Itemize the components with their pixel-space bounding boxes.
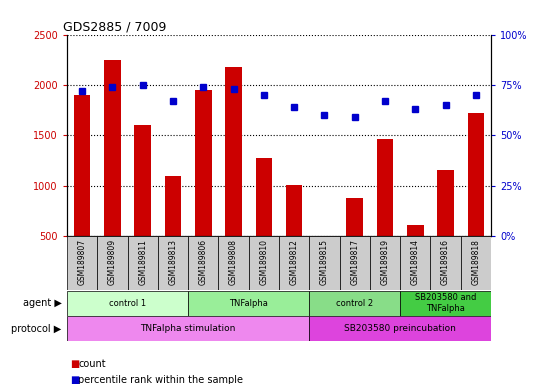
Bar [468, 113, 484, 236]
Text: TNFalpha: TNFalpha [229, 299, 268, 308]
Bar [104, 60, 121, 236]
FancyBboxPatch shape [370, 236, 400, 290]
FancyBboxPatch shape [279, 236, 309, 290]
FancyBboxPatch shape [128, 236, 158, 290]
Text: GSM189807: GSM189807 [78, 239, 86, 285]
Bar [74, 95, 90, 236]
FancyBboxPatch shape [67, 236, 97, 290]
FancyBboxPatch shape [188, 291, 309, 316]
Bar [407, 225, 424, 236]
FancyBboxPatch shape [400, 236, 430, 290]
Bar [437, 170, 454, 236]
Text: GSM189811: GSM189811 [138, 239, 147, 285]
Text: protocol ▶: protocol ▶ [11, 324, 61, 334]
FancyBboxPatch shape [309, 291, 400, 316]
FancyBboxPatch shape [249, 236, 279, 290]
Text: SB203580 and
TNFalpha: SB203580 and TNFalpha [415, 293, 477, 313]
FancyBboxPatch shape [461, 236, 491, 290]
Text: GSM189808: GSM189808 [229, 239, 238, 285]
Text: GSM189817: GSM189817 [350, 239, 359, 285]
Text: GSM189819: GSM189819 [381, 239, 389, 285]
Text: percentile rank within the sample: percentile rank within the sample [78, 375, 243, 384]
FancyBboxPatch shape [188, 236, 218, 290]
Text: TNFalpha stimulation: TNFalpha stimulation [141, 324, 236, 333]
Bar [225, 67, 242, 236]
Text: GSM189814: GSM189814 [411, 239, 420, 285]
Text: control 2: control 2 [336, 299, 373, 308]
Text: GDS2885 / 7009: GDS2885 / 7009 [62, 20, 166, 33]
Text: GSM189815: GSM189815 [320, 239, 329, 285]
Text: GSM189813: GSM189813 [169, 239, 177, 285]
FancyBboxPatch shape [67, 291, 188, 316]
Text: control 1: control 1 [109, 299, 146, 308]
FancyBboxPatch shape [340, 236, 370, 290]
Text: GSM189818: GSM189818 [472, 239, 480, 285]
Text: GSM189816: GSM189816 [441, 239, 450, 285]
FancyBboxPatch shape [67, 316, 309, 341]
Bar [165, 176, 181, 236]
Text: GSM189810: GSM189810 [259, 239, 268, 285]
Bar [256, 157, 272, 236]
Bar [286, 185, 302, 236]
Text: count: count [78, 359, 106, 369]
Text: ■: ■ [70, 375, 79, 384]
FancyBboxPatch shape [97, 236, 128, 290]
FancyBboxPatch shape [158, 236, 188, 290]
Bar [347, 198, 363, 236]
Bar [134, 125, 151, 236]
FancyBboxPatch shape [430, 236, 461, 290]
Bar [195, 90, 211, 236]
Text: GSM189809: GSM189809 [108, 239, 117, 285]
FancyBboxPatch shape [218, 236, 249, 290]
FancyBboxPatch shape [309, 316, 491, 341]
Text: GSM189812: GSM189812 [290, 239, 299, 285]
Text: ■: ■ [70, 359, 79, 369]
FancyBboxPatch shape [400, 291, 491, 316]
Bar [377, 139, 393, 236]
Text: SB203580 preincubation: SB203580 preincubation [344, 324, 456, 333]
Text: GSM189806: GSM189806 [199, 239, 208, 285]
Text: agent ▶: agent ▶ [22, 298, 61, 308]
FancyBboxPatch shape [309, 236, 340, 290]
